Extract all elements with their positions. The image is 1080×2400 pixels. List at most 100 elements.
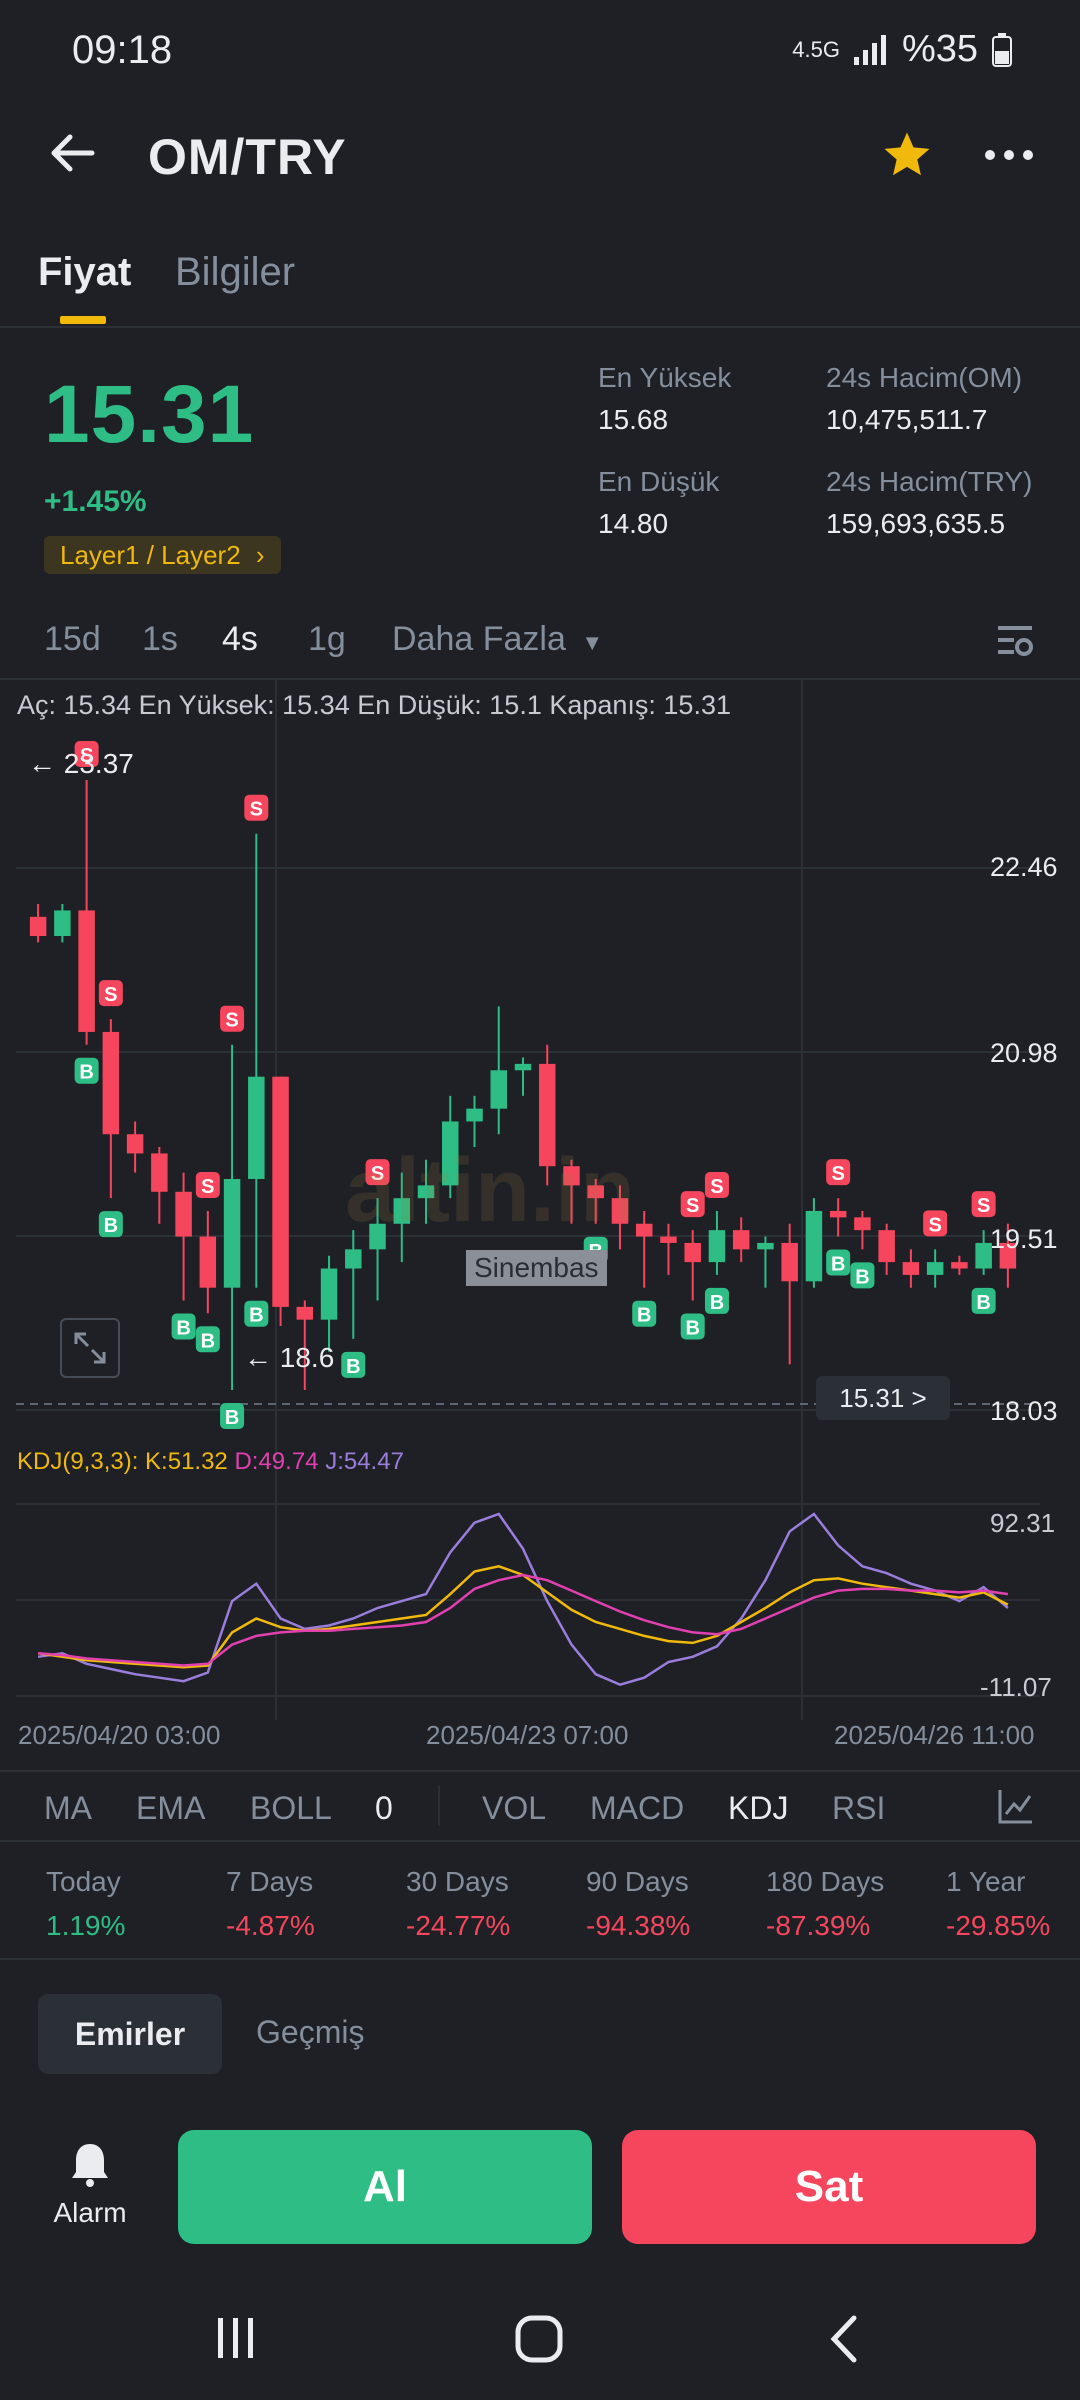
divider (0, 1958, 1080, 1960)
time-axis-label: 2025/04/26 11:00 (834, 1720, 1035, 1750)
low-value: 14.80 (598, 508, 669, 539)
interval-15d[interactable]: 15d (44, 620, 101, 658)
battery-percent: %35 (901, 28, 978, 70)
recent-apps-icon[interactable] (214, 2316, 258, 2360)
perf-label-30d: 30 Days (406, 1866, 509, 1897)
interval-1s[interactable]: 1s (142, 620, 178, 658)
candle-body (660, 1236, 677, 1243)
sell-signal-marker (98, 980, 123, 1007)
candle-body (708, 1230, 726, 1263)
sell-signal-marker (365, 1159, 390, 1186)
indicator-rsi[interactable]: RSI (832, 1790, 886, 1826)
chart-settings-button[interactable] (994, 620, 1036, 662)
kdj-prefix: KDJ(9,3,3): (17, 1448, 139, 1475)
buy-signal-label: B (637, 1305, 651, 1327)
category-tag[interactable]: Layer1 / Layer2 › (44, 536, 281, 574)
kdj-d-line (38, 1573, 1009, 1667)
price-change-percent: +1.45% (44, 485, 147, 518)
time-axis-label: 2025/04/20 03:00 (18, 1720, 221, 1750)
buy-signal-marker (680, 1313, 705, 1340)
indicator-vol[interactable]: VOL (482, 1790, 547, 1826)
buy-button[interactable]: Al (178, 2130, 592, 2244)
battery-icon (992, 32, 1012, 67)
indicator-bar: MA EMA BOLL 0 VOL MACD KDJ RSI (0, 1770, 1080, 1842)
candle-body (296, 1306, 314, 1320)
candle-body (248, 1076, 265, 1179)
candle-body (151, 1153, 168, 1192)
perf-label-7d: 7 Days (226, 1866, 314, 1897)
buy-signal-marker (244, 1300, 269, 1327)
buy-signal-marker (220, 1403, 245, 1429)
interval-1g[interactable]: 1g (308, 620, 346, 658)
sell-signal-label: S (225, 1010, 238, 1032)
candle-body (539, 1063, 556, 1167)
indicator-kdj[interactable]: KDJ (728, 1790, 789, 1826)
candle-body (29, 916, 47, 937)
tab-orders[interactable]: Emirler (38, 1994, 222, 2074)
fullscreen-button[interactable] (60, 1318, 120, 1378)
favorite-button[interactable] (880, 128, 934, 182)
price-chart[interactable]: SSBBBBSSBSBBSBBBSBSSBBSSB (0, 680, 1080, 1750)
tab-info[interactable]: Bilgiler (175, 250, 296, 294)
price-axis-label: 18.03 (990, 1396, 1058, 1426)
sell-signal-label: S (686, 1195, 699, 1217)
alarm-button[interactable]: Alarm (30, 2140, 150, 2240)
perf-label-90d: 90 Days (586, 1866, 689, 1897)
perf-label-1y: 1 Year (946, 1866, 1026, 1897)
more-button[interactable] (982, 128, 1036, 182)
buy-signal-marker (971, 1287, 996, 1314)
interval-more-dropdown[interactable]: Daha Fazla ▼ (392, 620, 603, 659)
buy-signal-marker (341, 1351, 366, 1378)
sell-signal-marker (923, 1210, 948, 1237)
candle-body (442, 1121, 459, 1186)
perf-value-30d: -24.77% (406, 1910, 511, 1941)
tab-price[interactable]: Fiyat (38, 250, 132, 294)
page-title: OM/TRY (148, 129, 347, 185)
sell-button[interactable]: Sat (622, 2130, 1036, 2244)
volume-base-value: 10,475,511.7 (826, 404, 988, 435)
buy-signal-label: B (976, 1292, 990, 1314)
buy-signal-label: B (104, 1215, 118, 1237)
perf-value-180d: -87.39% (766, 1910, 871, 1941)
back-nav-icon[interactable] (822, 2314, 866, 2364)
indicator-settings-button[interactable] (996, 1786, 1036, 1826)
kdj-d-value: D:49.74 (234, 1448, 319, 1475)
status-bar: 09:18 4.5G %35 (0, 0, 1080, 110)
candle-body (490, 1070, 507, 1109)
home-icon[interactable] (514, 2314, 564, 2364)
kdj-legend: KDJ(9,3,3): K:51.32 D:49.74 J:54.47 (17, 1448, 404, 1476)
buy-signal-marker (74, 1057, 99, 1084)
indicator-boll[interactable]: BOLL (250, 1790, 332, 1826)
candle-body (393, 1198, 411, 1224)
status-icons: 4.5G %35 (792, 28, 1012, 71)
high-marker-label: ← 23.37 (28, 748, 134, 779)
sell-signal-marker (74, 741, 99, 767)
interval-more-label: Daha Fazla (392, 620, 566, 658)
candle-body (684, 1242, 701, 1263)
buy-signal-marker (704, 1287, 729, 1314)
volume-quote-label: 24s Hacim(TRY) (826, 466, 1033, 497)
buy-signal-label: B (855, 1266, 869, 1288)
indicator-ma[interactable]: MA (44, 1790, 92, 1826)
sell-signal-label: S (831, 1163, 844, 1185)
indicator-zero[interactable]: 0 (375, 1790, 393, 1826)
signal-icon (853, 34, 886, 65)
divider (438, 1786, 440, 1826)
indicator-ema[interactable]: EMA (136, 1790, 206, 1826)
perf-label-today: Today (46, 1866, 121, 1897)
buy-signal-label: B (176, 1317, 190, 1339)
kdj-k-value: K:51.32 (145, 1448, 228, 1475)
divider (0, 326, 1080, 328)
buy-signal-marker (195, 1326, 220, 1353)
sell-signal-marker (704, 1171, 729, 1198)
candle-body (829, 1210, 847, 1218)
indicator-macd[interactable]: MACD (590, 1790, 685, 1826)
more-horizontal-icon (985, 150, 1033, 160)
buy-signal-marker (826, 1249, 851, 1276)
watermark-tag: Sinembas (466, 1250, 607, 1286)
current-price-marker[interactable]: 15.31 > (816, 1376, 950, 1420)
buy-signal-label: B (201, 1330, 215, 1352)
back-button[interactable] (44, 125, 100, 181)
tab-history[interactable]: Geçmiş (256, 2014, 365, 2050)
interval-4s[interactable]: 4s (222, 620, 258, 658)
